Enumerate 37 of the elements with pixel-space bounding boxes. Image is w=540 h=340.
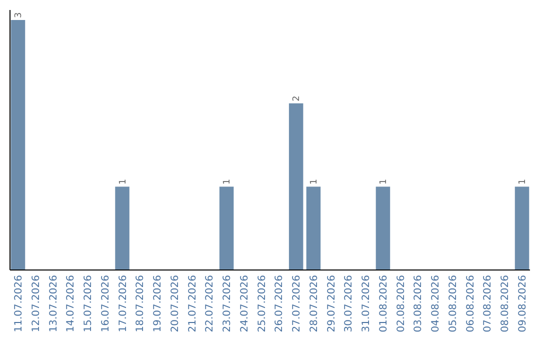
x-tick-label: 18.07.2026 — [135, 275, 146, 332]
data-label: 1 — [378, 178, 389, 185]
x-tick-label: 29.07.2026 — [326, 275, 338, 332]
x-tick-label: 31.07.2026 — [361, 275, 372, 332]
x-tick-label: 21.07.2026 — [187, 275, 198, 332]
x-tick-label: 30.07.2026 — [344, 275, 355, 332]
x-tick-label: 23.07.2026 — [222, 275, 234, 332]
x-tick-label: 25.07.2026 — [256, 275, 268, 332]
x-tick-label: 22.07.2026 — [204, 275, 216, 332]
data-label: 1 — [118, 178, 128, 185]
x-tick-label: 05.08.2026 — [448, 275, 459, 332]
x-tick-label: 17.07.2026 — [118, 275, 129, 332]
x-tick-label: 15.07.2026 — [83, 275, 94, 332]
data-label: 3 — [14, 12, 24, 18]
x-tick-label: 13.07.2026 — [48, 275, 60, 332]
x-tick-label: 24.07.2026 — [239, 275, 250, 332]
data-label: 2 — [292, 96, 302, 102]
data-label: 1 — [309, 178, 320, 185]
x-tick-label: 02.08.2026 — [396, 275, 407, 332]
x-tick-label: 19.07.2026 — [152, 275, 164, 332]
x-tick-label: 26.07.2026 — [274, 275, 286, 332]
data-label: 1 — [222, 178, 233, 185]
x-tick-label: 09.08.2026 — [518, 275, 529, 332]
x-tick-label: 28.07.2026 — [308, 275, 320, 332]
x-tick-label: 14.07.2026 — [66, 275, 77, 332]
x-tick-label: 04.08.2026 — [430, 275, 442, 332]
x-tick-label: 16.07.2026 — [100, 275, 112, 332]
x-tick-label: 27.07.2026 — [292, 275, 303, 332]
x-tick-label: 07.08.2026 — [482, 275, 494, 332]
x-tick-label: 01.08.2026 — [378, 275, 390, 332]
x-tick-label: 06.08.2026 — [465, 275, 476, 332]
x-tick-label: 12.07.2026 — [30, 275, 42, 332]
x-tick-label: 03.08.2026 — [413, 275, 424, 332]
x-tick-label: 20.07.2026 — [170, 275, 181, 332]
data-label: 1 — [518, 178, 528, 185]
x-tick-label: 08.08.2026 — [500, 275, 512, 332]
x-tick-label: 11.07.2026 — [13, 275, 24, 332]
